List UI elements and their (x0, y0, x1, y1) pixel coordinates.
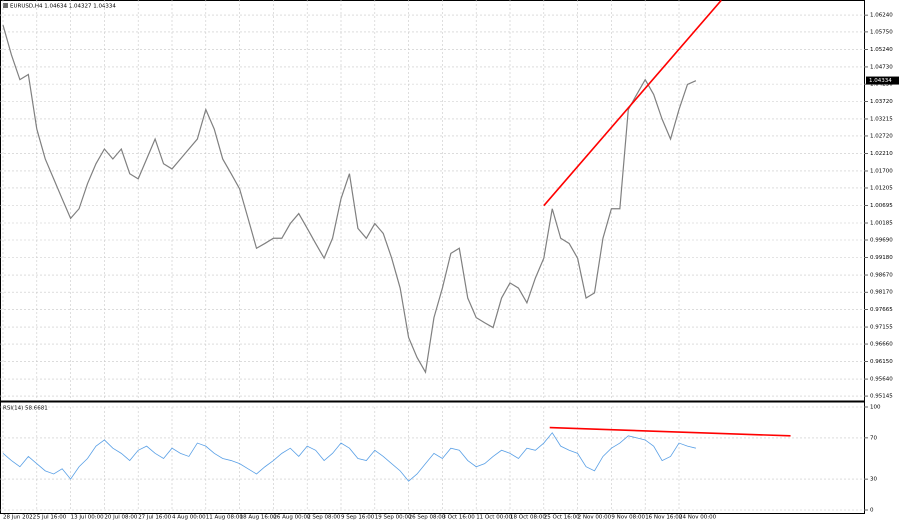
y-tick-label: 0.99180 (870, 255, 893, 261)
x-tick-label: 18 Oct 08:00 (510, 515, 546, 521)
trendline (543, 0, 722, 207)
price-line (2, 432, 696, 482)
y-tick-label: 1.02720 (870, 133, 893, 139)
y-tick-label: 1.02210 (870, 151, 893, 157)
y-tick-label: 0.96660 (870, 342, 893, 348)
x-tick-label: 2 Sep 08:00 (307, 515, 341, 521)
x-tick-label: 20 Jul 08:00 (104, 515, 137, 521)
y-tick-label: 1.00695 (870, 203, 893, 209)
y-tick-label: 0.97155 (870, 325, 893, 331)
x-tick-label: 25 Oct 16:00 (544, 515, 580, 521)
price-line (2, 24, 697, 374)
y-tick-label: 1.01205 (870, 185, 893, 191)
y-tick-label: 0.96150 (870, 359, 893, 365)
y-tick-label: 0.95145 (870, 394, 893, 400)
x-tick-label: 11 Aug 08:00 (206, 515, 244, 521)
y-tick-label: 1.04230 (870, 82, 893, 88)
x-tick-label: 9 Sep 16:00 (341, 515, 375, 521)
x-tick-label: 18 Aug 16:00 (240, 515, 278, 521)
y-tick-label: 1.04730 (870, 64, 893, 70)
x-tick-label: 27 Jul 16:00 (138, 515, 171, 521)
x-tick-label: 9 Nov 08:00 (611, 515, 645, 521)
x-tick-label: 26 Sep 08:00 (409, 515, 446, 521)
trendline (549, 426, 791, 437)
y-tick-label: 1.03215 (870, 116, 893, 122)
chart-title: EURUSD,H4 1.04634 1.04327 1.04334 (10, 4, 116, 10)
x-tick-label: 11 Oct 00:00 (476, 515, 512, 521)
y-tick-label: 0.97665 (870, 307, 893, 313)
y-tick-label: 0.99690 (870, 238, 893, 244)
plot-frame (0, 0, 865, 514)
y-tick-label: 0.95640 (870, 377, 893, 383)
y-tick-label: 0.98170 (870, 290, 893, 296)
x-tick-label: 26 Aug 00:00 (273, 515, 311, 521)
indicator-title: RSI(14) 58.6681 (3, 406, 48, 412)
x-tick-label: 28 Jun 2022 (3, 515, 36, 521)
y-tick-label: 1.01700 (870, 168, 893, 174)
x-tick-label: 3 Oct 16:00 (442, 515, 475, 521)
x-tick-label: 5 Jul 16:00 (37, 515, 67, 521)
x-tick-label: 13 Jul 00:00 (71, 515, 104, 521)
x-tick-label: 24 Nov 00:00 (679, 515, 717, 521)
x-tick-label: 4 Aug 00:00 (172, 515, 206, 521)
y-tick-label: 30 (870, 477, 877, 483)
last-price-label: 1.04334 (869, 78, 892, 84)
y-tick-label: 0.98670 (870, 273, 893, 279)
chart-icon (3, 3, 8, 8)
y-tick-label: 0 (870, 508, 874, 514)
y-tick-label: 1.05240 (870, 47, 893, 53)
y-tick-label: 1.00185 (870, 221, 893, 227)
x-tick-label: 19 Sep 00:00 (375, 515, 412, 521)
x-tick-label: 16 Nov 16:00 (645, 515, 683, 521)
y-tick-label: 1.03720 (870, 99, 893, 105)
y-tick-label: 70 (870, 435, 877, 441)
y-tick-label: 100 (870, 405, 881, 411)
y-tick-label: 1.05750 (870, 29, 893, 35)
y-tick-label: 1.06240 (870, 13, 893, 19)
x-tick-label: 2 Nov 00:00 (578, 515, 612, 521)
last-price-box (866, 76, 899, 85)
